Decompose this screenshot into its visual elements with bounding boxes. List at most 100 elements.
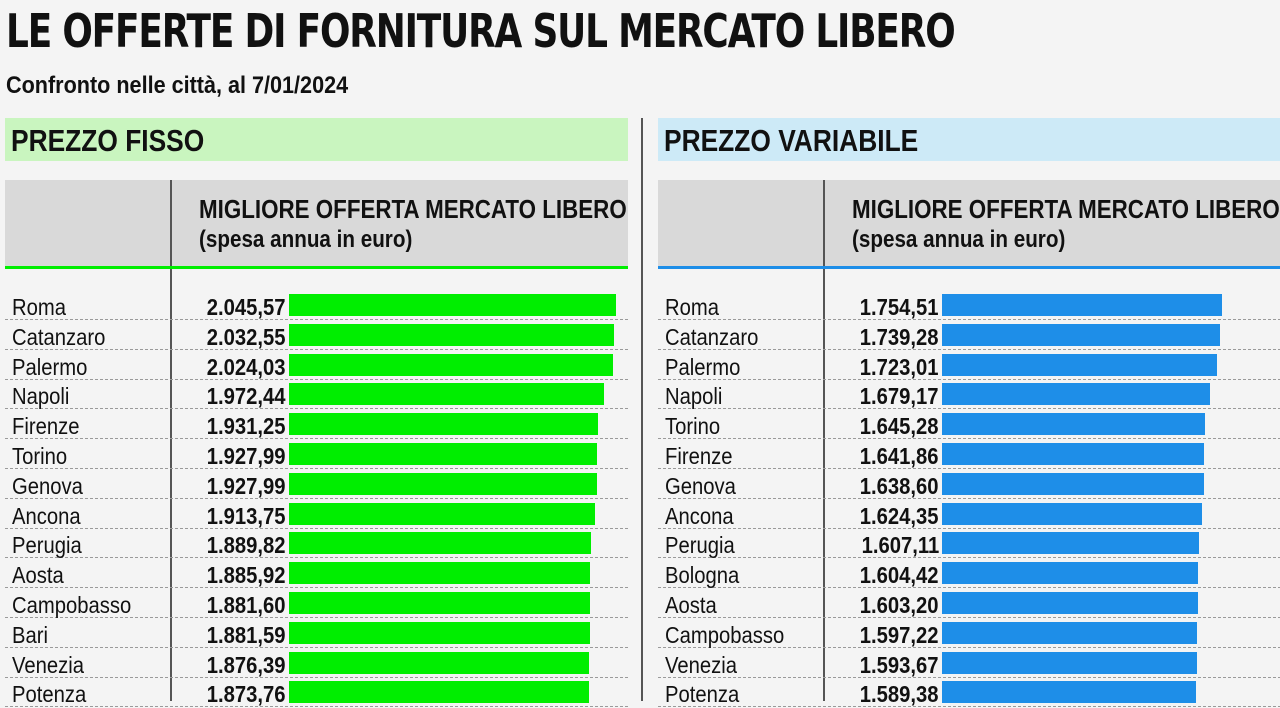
city-label: Napoli (12, 383, 70, 410)
value-label: 1.624,35 (860, 502, 939, 529)
table-row: Genova 1.638,60 (658, 469, 1280, 499)
city-label: Potenza (12, 681, 87, 708)
value-label: 2.024,03 (207, 353, 286, 380)
city-label: Ancona (12, 502, 81, 529)
column-separator (823, 269, 825, 701)
value-label: 1.913,75 (207, 502, 286, 529)
city-label: Palermo (12, 353, 88, 380)
table-row: Catanzaro 2.032,55 (5, 320, 628, 350)
header-separator (170, 180, 172, 266)
bar (942, 323, 1220, 346)
city-label: Genova (665, 472, 736, 499)
bar (942, 621, 1197, 644)
table-row: Campobasso 1.597,22 (658, 618, 1280, 648)
table-row: Perugia 1.607,11 (658, 528, 1280, 559)
bar (289, 502, 595, 525)
bar (942, 532, 1199, 555)
value-label: 1.881,59 (207, 621, 286, 648)
bar (942, 383, 1210, 406)
table-row: Bologna 1.604,42 (658, 558, 1280, 589)
value-label: 1.739,28 (860, 323, 939, 350)
column-header-line2: (spesa annua in euro) (199, 226, 413, 253)
city-label: Firenze (665, 443, 733, 469)
column-separator (170, 269, 172, 701)
table-row: Napoli 1.679,17 (658, 379, 1280, 410)
city-label: Napoli (665, 383, 723, 410)
table-row: Venezia 1.876,39 (5, 648, 628, 678)
value-label: 1.645,28 (860, 413, 939, 440)
value-label: 1.603,20 (860, 592, 939, 618)
bar (942, 592, 1198, 614)
fixed-price-panel: PREZZO FISSO MIGLIORE OFFERTA MERCATO LI… (5, 118, 628, 708)
table-row: Napoli 1.972,44 (5, 379, 628, 410)
table-row: Catanzaro 1.739,28 (658, 320, 1280, 350)
bar (289, 383, 604, 406)
value-label: 1.593,67 (860, 651, 939, 678)
city-label: Venezia (12, 651, 85, 678)
value-label: 1.876,39 (207, 651, 286, 678)
value-label: 2.032,55 (207, 323, 286, 350)
bar (289, 413, 598, 436)
city-label: Venezia (665, 651, 738, 678)
panel-title-band: PREZZO FISSO (5, 118, 628, 161)
bar (289, 592, 590, 614)
value-label: 1.927,99 (207, 472, 286, 499)
bar (289, 472, 597, 495)
table-row: Roma 2.045,57 (5, 290, 628, 320)
bar (289, 651, 589, 674)
column-header-line2: (spesa annua in euro) (852, 226, 1066, 253)
value-label: 1.889,82 (207, 532, 286, 559)
bar (289, 294, 616, 316)
city-label: Firenze (12, 413, 80, 440)
value-label: 1.638,60 (860, 472, 939, 499)
page-subtitle: Confronto nelle città, al 7/01/2024 (6, 72, 349, 99)
city-label: Aosta (12, 562, 64, 589)
table-row: Perugia 1.889,82 (5, 528, 628, 559)
city-label: Palermo (665, 353, 741, 380)
table-row: Firenze 1.931,25 (5, 409, 628, 440)
table-row: Bari 1.881,59 (5, 618, 628, 648)
table-row: Aosta 1.885,92 (5, 558, 628, 589)
value-label: 1.589,38 (860, 681, 939, 708)
value-label: 1.607,11 (861, 532, 939, 559)
value-label: 1.723,01 (860, 353, 939, 380)
city-label: Torino (665, 413, 721, 440)
header-underline (5, 266, 628, 269)
city-label: Aosta (665, 592, 717, 618)
panel-divider (641, 118, 643, 701)
value-label: 1.754,51 (860, 294, 939, 320)
bar (289, 532, 591, 555)
bar (942, 681, 1196, 704)
value-label: 1.873,76 (207, 681, 286, 708)
bar (289, 681, 589, 704)
bar (942, 413, 1205, 436)
table-row: Genova 1.927,99 (5, 469, 628, 499)
city-label: Roma (665, 294, 719, 320)
city-label: Roma (12, 294, 66, 320)
bar (289, 562, 590, 585)
bar (289, 443, 597, 465)
city-label: Ancona (665, 502, 734, 529)
city-label: Catanzaro (12, 323, 106, 350)
table-row: Firenze 1.641,86 (658, 439, 1280, 469)
city-label: Torino (12, 443, 68, 469)
value-label: 1.931,25 (207, 413, 286, 440)
value-label: 2.045,57 (207, 294, 286, 320)
city-label: Potenza (665, 681, 740, 708)
value-label: 1.604,42 (860, 562, 939, 589)
column-header: MIGLIORE OFFERTA MERCATO LIBERO (spesa a… (5, 180, 628, 266)
bar (942, 562, 1198, 585)
value-label: 1.679,17 (860, 383, 939, 410)
column-header-line1: MIGLIORE OFFERTA MERCATO LIBERO (199, 194, 627, 224)
table-row: Ancona 1.913,75 (5, 499, 628, 529)
table-row: Palermo 2.024,03 (5, 350, 628, 380)
value-label: 1.641,86 (860, 443, 939, 469)
bar (942, 651, 1197, 674)
table-row: Potenza 1.873,76 (5, 677, 628, 708)
table-row: Torino 1.645,28 (658, 409, 1280, 440)
header-separator (823, 180, 825, 266)
bar (289, 353, 613, 376)
bar (942, 472, 1204, 495)
table-row: Campobasso 1.881,60 (5, 588, 628, 618)
variable-price-panel: PREZZO VARIABILE MIGLIORE OFFERTA MERCAT… (658, 118, 1280, 708)
